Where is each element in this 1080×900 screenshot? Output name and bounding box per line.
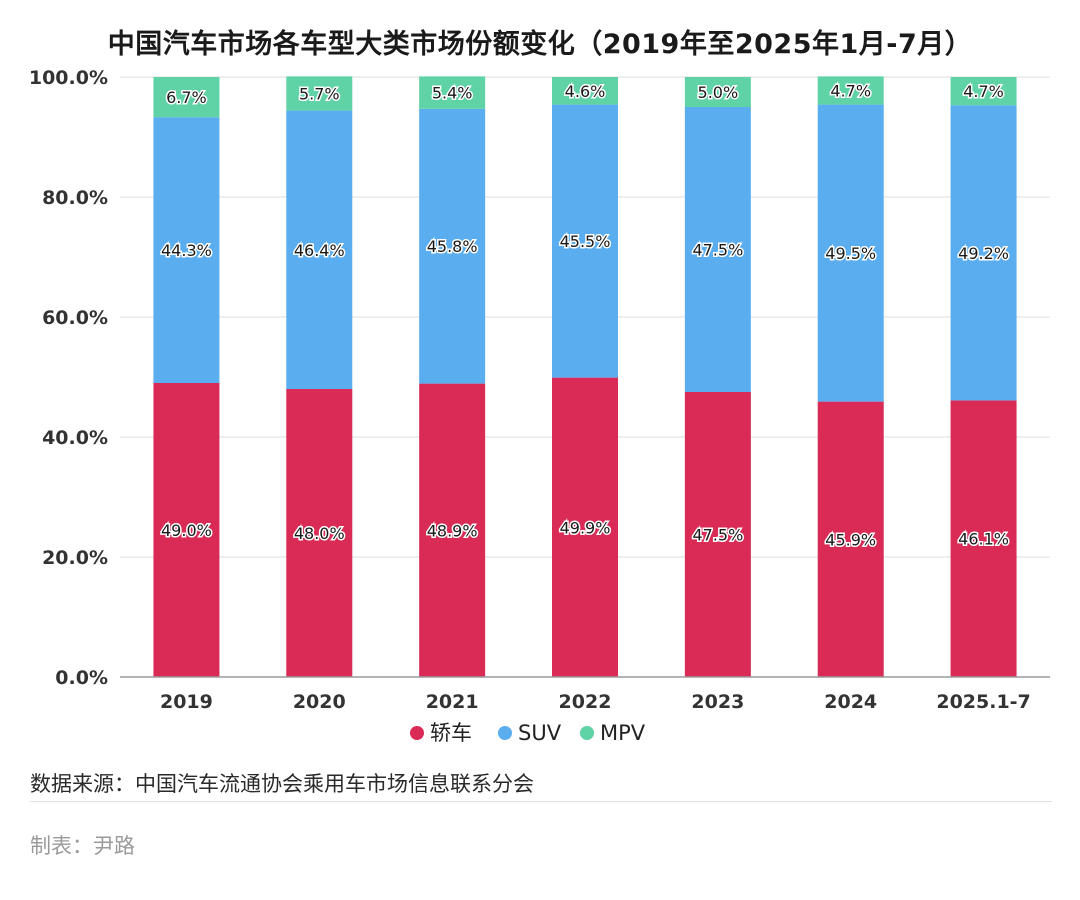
data-label: 4.7% <box>830 82 871 101</box>
bar-segment-suv <box>153 117 220 383</box>
legend-label: SUV <box>518 721 562 745</box>
bar-segment-mpv <box>950 77 1017 106</box>
x-tick-label: 2021 <box>426 691 479 713</box>
data-label: 5.7% <box>299 85 340 104</box>
y-tick-label: 80.0% <box>42 187 108 209</box>
bar-segment-mpv <box>552 77 618 105</box>
data-label: 48.0% <box>294 524 345 543</box>
stacked-bar-chart: 0.0% 20.0% 40.0% 60.0% 80.0% 100.0% 49.0% 44.3%… <box>29 67 1050 745</box>
data-label: 49.0% <box>161 521 212 540</box>
legend-label: MPV <box>600 721 646 745</box>
legend-marker <box>580 726 594 740</box>
data-label: 5.4% <box>432 84 473 103</box>
data-label: 46.4% <box>294 241 345 260</box>
legend-label: 轿车 <box>430 721 472 745</box>
data-label: 48.9% <box>427 521 478 540</box>
chart-author: 制表：尹路 <box>30 834 135 858</box>
bar-segment-suv <box>419 108 486 384</box>
bar-segment-sedan <box>286 389 353 677</box>
data-label: 49.2% <box>958 244 1009 263</box>
bar-segment-sedan <box>817 401 884 677</box>
data-label: 45.8% <box>427 237 478 256</box>
bar-segment-sedan <box>950 400 1017 677</box>
bar-segment-sedan <box>153 383 220 677</box>
data-label: 46.1% <box>958 530 1009 549</box>
y-tick-label: 40.0% <box>42 427 108 449</box>
legend-marker <box>498 726 512 740</box>
data-label: 47.5% <box>692 526 743 545</box>
bar-segment-mpv <box>153 77 220 118</box>
bar-segment-mpv <box>817 76 884 105</box>
footer-divider <box>30 801 1052 802</box>
bar-segment-mpv <box>286 76 353 111</box>
x-tick-label: 2025.1-7 <box>936 691 1030 713</box>
bar-segment-suv <box>286 110 353 389</box>
bar-segment-suv <box>684 107 751 392</box>
x-tick-label: 2024 <box>824 691 877 713</box>
data-label: 49.9% <box>560 518 611 537</box>
bar-segment-suv <box>552 104 618 378</box>
y-tick-label: 20.0% <box>42 547 108 569</box>
y-tick-label: 100.0% <box>29 67 108 89</box>
bar-segment-mpv <box>419 76 486 109</box>
chart-title: 中国汽车市场各车型大类市场份额变化（2019年至2025年1月-7月） <box>107 29 973 60</box>
data-label: 5.0% <box>698 83 739 102</box>
data-source: 数据来源：中国汽车流通协会乘用车市场信息联系分会 <box>30 772 534 796</box>
legend-marker <box>410 726 424 740</box>
data-label: 45.9% <box>825 530 876 549</box>
data-label: 4.6% <box>565 82 606 101</box>
bar-segment-mpv <box>684 77 751 107</box>
bar-segment-suv <box>950 105 1017 401</box>
x-tick-label: 2019 <box>160 691 213 713</box>
data-label: 49.5% <box>825 244 876 263</box>
x-tick-label: 2022 <box>559 691 612 713</box>
bar-segment-sedan <box>419 383 486 677</box>
x-tick-label: 2023 <box>691 691 744 713</box>
y-tick-label: 0.0% <box>55 667 108 689</box>
bar-segment-sedan <box>552 377 618 677</box>
x-tick-label: 2020 <box>293 691 346 713</box>
bar-segment-sedan <box>684 392 751 677</box>
bar-segment-suv <box>817 104 884 402</box>
data-label: 47.5% <box>692 241 743 260</box>
data-label: 4.7% <box>963 82 1004 101</box>
data-label: 6.7% <box>166 88 207 107</box>
data-label: 45.5% <box>560 232 611 251</box>
y-tick-label: 60.0% <box>42 307 108 329</box>
data-label: 44.3% <box>161 241 212 260</box>
